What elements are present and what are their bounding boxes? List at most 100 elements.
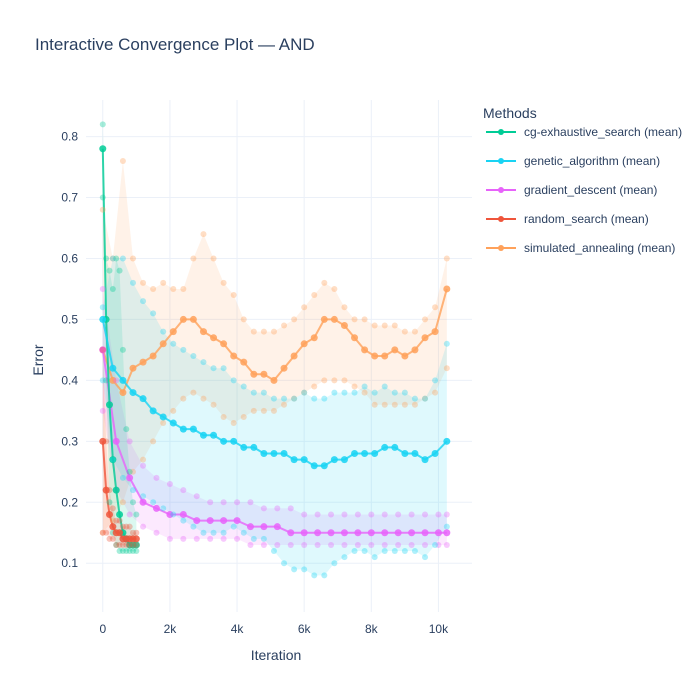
series-point bbox=[443, 437, 451, 445]
upper-point bbox=[368, 511, 375, 518]
series-point bbox=[116, 510, 124, 518]
upper-point bbox=[119, 346, 126, 353]
series-point bbox=[250, 443, 258, 451]
legend-marker bbox=[498, 158, 504, 164]
lower-point bbox=[109, 517, 116, 524]
series-point bbox=[431, 450, 439, 458]
upper-point bbox=[103, 255, 110, 262]
series-point bbox=[300, 456, 308, 464]
series-point bbox=[401, 450, 409, 458]
lower-point bbox=[200, 395, 207, 402]
upper-point bbox=[260, 328, 267, 335]
lower-point bbox=[123, 541, 130, 548]
upper-point bbox=[435, 511, 442, 518]
series-point bbox=[391, 346, 399, 354]
lower-point bbox=[99, 529, 106, 536]
lower-point bbox=[170, 407, 177, 414]
lower-point bbox=[270, 407, 277, 414]
upper-point bbox=[422, 511, 429, 518]
series-point bbox=[159, 413, 167, 421]
upper-point bbox=[99, 346, 106, 353]
upper-point bbox=[193, 493, 200, 500]
lower-point bbox=[281, 401, 288, 408]
legend-item[interactable]: gradient_descent (mean) bbox=[486, 183, 657, 197]
series-point bbox=[310, 462, 318, 470]
series-point bbox=[340, 322, 348, 330]
series-point bbox=[381, 352, 389, 360]
y-tick-label: 0.4 bbox=[61, 373, 78, 387]
upper-point bbox=[432, 304, 439, 311]
upper-point bbox=[281, 395, 288, 402]
legend-item[interactable]: cg-exhaustive_search (mean) bbox=[486, 125, 682, 139]
upper-point bbox=[401, 389, 408, 396]
legend-item[interactable]: simulated_annealing (mean) bbox=[486, 241, 675, 255]
upper-point bbox=[328, 511, 335, 518]
series-point bbox=[394, 529, 402, 537]
upper-point bbox=[99, 285, 106, 292]
lower-point bbox=[391, 548, 398, 555]
lower-point bbox=[150, 499, 157, 506]
lower-point bbox=[314, 541, 321, 548]
lower-point bbox=[119, 548, 126, 555]
series-point bbox=[139, 358, 147, 366]
lower-point bbox=[106, 499, 113, 506]
upper-point bbox=[190, 255, 197, 262]
lower-point bbox=[301, 541, 308, 548]
upper-point bbox=[119, 157, 126, 164]
lower-point bbox=[99, 377, 106, 384]
legend-marker bbox=[498, 187, 504, 193]
series-point bbox=[330, 456, 338, 464]
upper-point bbox=[311, 395, 318, 402]
upper-point bbox=[230, 292, 237, 299]
lower-point bbox=[301, 389, 308, 396]
series-point bbox=[260, 523, 268, 531]
legend-label: gradient_descent (mean) bbox=[524, 183, 657, 197]
series-point bbox=[139, 395, 147, 403]
legend[interactable]: cg-exhaustive_search (mean) genetic_algor… bbox=[486, 125, 682, 255]
lower-point bbox=[220, 413, 227, 420]
lower-point bbox=[160, 420, 167, 427]
lower-point bbox=[341, 554, 348, 561]
series-point bbox=[354, 529, 362, 537]
upper-point bbox=[109, 285, 116, 292]
series-point bbox=[290, 456, 298, 464]
lower-point bbox=[260, 541, 267, 548]
series-point bbox=[99, 346, 107, 354]
upper-point bbox=[240, 316, 247, 323]
series-point bbox=[189, 425, 197, 433]
series-point bbox=[287, 529, 295, 537]
series-point bbox=[105, 401, 113, 409]
lower-point bbox=[113, 541, 120, 548]
upper-point bbox=[270, 395, 277, 402]
upper-point bbox=[166, 481, 173, 487]
series-point bbox=[314, 529, 322, 537]
upper-point bbox=[150, 310, 157, 317]
upper-point bbox=[210, 255, 217, 262]
lower-point bbox=[274, 541, 281, 548]
upper-point bbox=[207, 499, 214, 506]
series-point bbox=[327, 529, 335, 537]
lower-point bbox=[311, 572, 318, 579]
lower-point bbox=[361, 389, 368, 396]
upper-point bbox=[126, 438, 133, 445]
series-point bbox=[116, 529, 124, 537]
legend-item[interactable]: random_search (mean) bbox=[486, 212, 649, 226]
series-point bbox=[189, 315, 197, 323]
upper-point bbox=[361, 383, 368, 390]
upper-point bbox=[109, 255, 116, 262]
upper-point bbox=[119, 255, 126, 262]
upper-point bbox=[408, 511, 415, 518]
upper-point bbox=[395, 511, 402, 518]
upper-point bbox=[129, 499, 136, 506]
upper-point bbox=[123, 523, 130, 530]
lower-point bbox=[260, 535, 267, 542]
lower-point bbox=[230, 523, 237, 530]
x-axis-ticks: 0 2k 4k 6k 8k 10k bbox=[99, 622, 449, 636]
legend-item[interactable]: genetic_algorithm (mean) bbox=[486, 154, 660, 168]
lower-point bbox=[240, 413, 247, 420]
upper-point bbox=[287, 505, 294, 512]
lower-point bbox=[371, 554, 378, 561]
series-point bbox=[300, 340, 308, 348]
series-point bbox=[443, 529, 451, 537]
upper-point bbox=[113, 255, 120, 262]
